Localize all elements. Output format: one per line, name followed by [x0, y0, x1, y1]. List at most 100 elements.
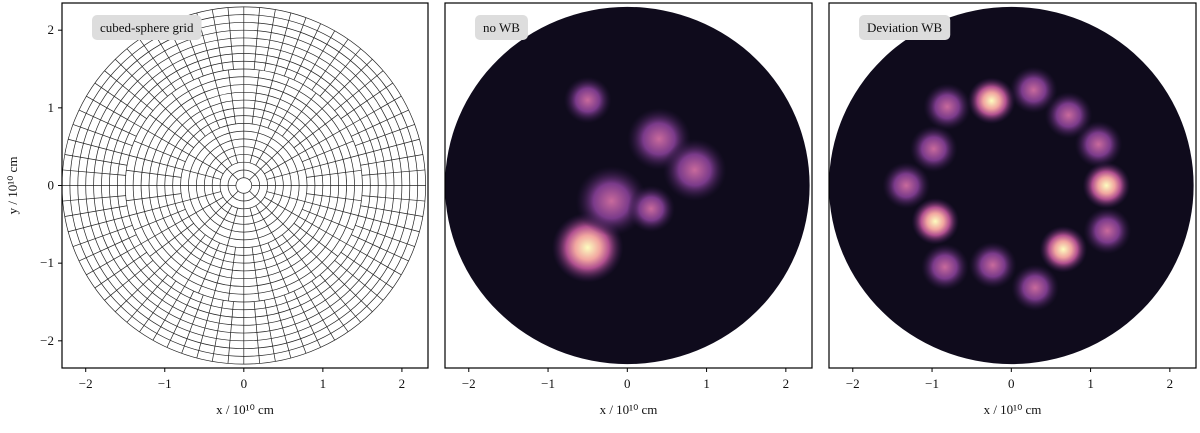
- x-tick-label: 0: [1008, 376, 1015, 391]
- mesh-line: [159, 102, 200, 142]
- mesh-line: [264, 196, 299, 217]
- x-tick-label: −2: [79, 376, 93, 391]
- mesh-line: [358, 215, 420, 233]
- vortex: [923, 83, 971, 131]
- mesh-line: [226, 168, 239, 181]
- mesh-line: [184, 239, 213, 287]
- mesh-line: [198, 242, 220, 294]
- plot-area: [62, 6, 426, 365]
- x-tick-label: −2: [846, 376, 860, 391]
- mesh-line: [298, 216, 347, 245]
- mesh-line: [72, 225, 133, 247]
- x-axis-label: x / 10¹⁰ cm: [984, 402, 1042, 417]
- mesh-line: [227, 301, 234, 364]
- vortex: [1044, 91, 1093, 139]
- mesh-line: [251, 69, 260, 124]
- mesh-line: [259, 245, 275, 299]
- mesh-line: [62, 195, 126, 202]
- mesh-line: [249, 207, 261, 246]
- mesh-line: [304, 155, 359, 170]
- mesh-line: [126, 169, 182, 178]
- axes-frame: [444, 2, 813, 369]
- vortex: [968, 241, 1017, 289]
- mesh-line: [149, 223, 194, 257]
- mesh-line: [86, 243, 142, 276]
- mesh-line: [274, 297, 292, 359]
- mesh-line: [78, 109, 137, 137]
- mesh-line: [275, 84, 304, 132]
- mesh-line: [311, 280, 349, 333]
- mesh-line: [104, 70, 154, 111]
- mesh-line: [181, 294, 204, 354]
- mesh-line: [86, 95, 142, 128]
- mesh-line: [306, 193, 362, 202]
- mesh-line: [264, 9, 276, 71]
- mesh-line: [211, 9, 224, 71]
- mesh-line: [129, 155, 183, 170]
- mesh-line: [211, 131, 233, 166]
- x-tick-label: 0: [241, 376, 248, 391]
- mesh-line: [226, 190, 239, 203]
- mesh-line: [340, 82, 393, 119]
- mesh-line: [196, 297, 214, 359]
- mesh-line: [302, 140, 354, 163]
- mesh-line: [140, 126, 190, 155]
- mesh-line: [129, 201, 183, 216]
- x-tick-label: 1: [320, 376, 327, 391]
- mesh-ring: [235, 177, 253, 194]
- mesh-line: [306, 169, 362, 178]
- vortex: [575, 166, 648, 236]
- mesh-line: [182, 169, 221, 180]
- mesh-line: [284, 17, 307, 77]
- label-box: [475, 15, 528, 40]
- mesh-line: [282, 92, 317, 137]
- mesh-line: [293, 114, 339, 148]
- mesh-line: [198, 77, 220, 129]
- mesh-line: [249, 168, 261, 181]
- mesh-line: [212, 245, 228, 299]
- panel: −2 −1 0 1 2 x / 10¹⁰ cm no WB: [444, 2, 813, 417]
- x-tick-label: 2: [399, 376, 406, 391]
- vortex: [921, 243, 969, 291]
- vortex: [662, 138, 727, 202]
- y-tick-label: −2: [40, 333, 54, 348]
- mesh-line: [298, 126, 347, 155]
- x-tick-label: −2: [462, 376, 476, 391]
- mesh-line: [227, 125, 239, 164]
- x-tick-label: 1: [1087, 376, 1094, 391]
- mesh-line: [259, 72, 275, 126]
- mesh-line: [62, 169, 126, 176]
- mesh-line: [68, 215, 130, 233]
- mesh-line: [282, 234, 317, 279]
- mesh-line: [340, 252, 393, 289]
- y-tick-label: −1: [40, 255, 54, 270]
- x-tick-label: 2: [783, 376, 790, 391]
- mesh-line: [327, 267, 373, 313]
- mesh-line: [64, 154, 128, 166]
- mesh-line: [360, 154, 423, 166]
- mesh-line: [78, 234, 137, 262]
- mesh-line: [355, 124, 415, 146]
- mesh-line: [264, 154, 299, 175]
- vortex: [1074, 121, 1123, 168]
- vortex: [1083, 207, 1132, 255]
- mesh-line: [351, 234, 409, 262]
- mesh-line: [260, 201, 289, 230]
- mesh-line: [149, 114, 194, 148]
- plot-area: [829, 6, 1194, 365]
- y-tick-label: 1: [48, 100, 55, 115]
- mesh-line: [159, 229, 200, 269]
- mesh-line: [319, 48, 361, 97]
- mesh-line: [68, 138, 130, 156]
- panel-label: no WB: [483, 20, 520, 35]
- mesh-line: [182, 191, 221, 202]
- mesh-line: [227, 207, 239, 246]
- mesh-line: [267, 77, 290, 129]
- mesh-line: [253, 301, 261, 364]
- mesh-line: [266, 191, 305, 202]
- mesh-line: [288, 102, 328, 142]
- mesh-line: [139, 38, 177, 91]
- mesh-line: [264, 300, 276, 362]
- mesh-line: [361, 195, 425, 202]
